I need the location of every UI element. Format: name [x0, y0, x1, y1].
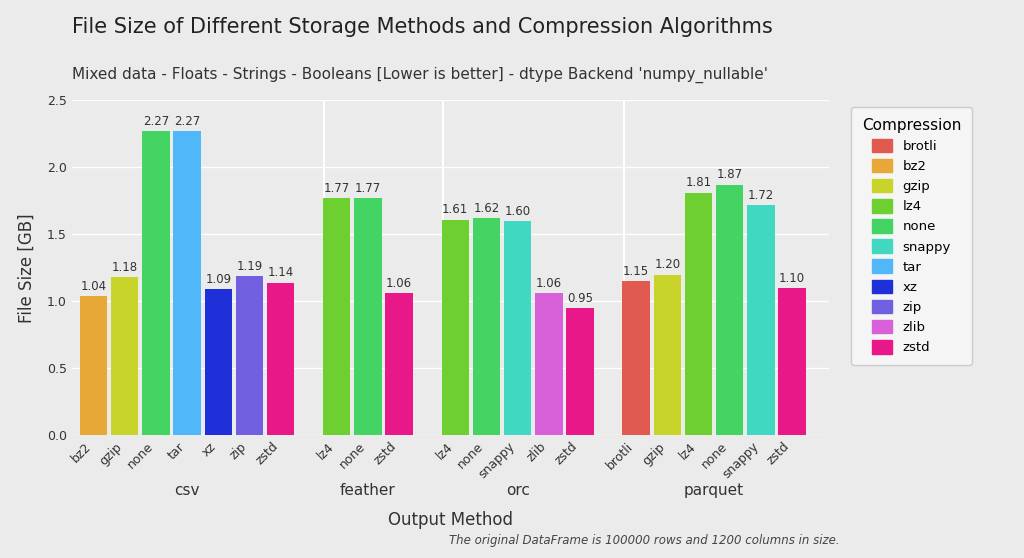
Bar — [778, 288, 806, 435]
Bar — [80, 296, 108, 435]
Bar — [142, 131, 170, 435]
Bar — [716, 185, 743, 435]
Bar — [267, 282, 294, 435]
Text: Mixed data - Floats - Strings - Booleans [Lower is better] - dtype Backend 'nump: Mixed data - Floats - Strings - Booleans… — [72, 67, 768, 83]
Text: The original DataFrame is 100000 rows and 1200 columns in size.: The original DataFrame is 100000 rows an… — [450, 534, 840, 547]
Text: feather: feather — [340, 483, 396, 498]
Text: 1.81: 1.81 — [685, 176, 712, 190]
Text: 1.20: 1.20 — [654, 258, 680, 271]
Text: 1.15: 1.15 — [623, 265, 649, 278]
Text: 1.77: 1.77 — [324, 182, 350, 195]
Text: 1.19: 1.19 — [237, 259, 262, 272]
Text: File Size of Different Storage Methods and Compression Algorithms: File Size of Different Storage Methods a… — [72, 17, 772, 37]
Text: 1.06: 1.06 — [536, 277, 562, 290]
Text: parquet: parquet — [684, 483, 744, 498]
Bar — [504, 221, 531, 435]
Text: 2.27: 2.27 — [142, 115, 169, 128]
Bar — [236, 276, 263, 435]
Bar — [623, 281, 650, 435]
Bar — [566, 308, 594, 435]
Bar — [441, 220, 469, 435]
Text: 2.27: 2.27 — [174, 115, 200, 128]
Text: 1.14: 1.14 — [267, 266, 294, 279]
Bar — [173, 131, 201, 435]
Text: 1.10: 1.10 — [779, 272, 805, 285]
Text: 1.06: 1.06 — [386, 277, 413, 290]
Text: 1.60: 1.60 — [505, 205, 530, 218]
Bar — [111, 277, 138, 435]
Legend: brotli, bz2, gzip, lz4, none, snappy, tar, xz, zip, zlib, zstd: brotli, bz2, gzip, lz4, none, snappy, ta… — [851, 107, 972, 365]
Bar — [385, 294, 413, 435]
Text: Output Method: Output Method — [388, 511, 513, 528]
Bar — [473, 218, 500, 435]
Bar — [685, 193, 712, 435]
Text: 1.04: 1.04 — [81, 280, 106, 292]
Bar — [653, 275, 681, 435]
Text: 1.18: 1.18 — [112, 261, 138, 274]
Text: 1.61: 1.61 — [442, 203, 468, 217]
Text: 1.77: 1.77 — [354, 182, 381, 195]
Text: 1.62: 1.62 — [473, 202, 500, 215]
Y-axis label: File Size [GB]: File Size [GB] — [17, 213, 36, 323]
Bar — [536, 294, 562, 435]
Bar — [354, 198, 382, 435]
Text: 1.09: 1.09 — [205, 273, 231, 286]
Bar — [323, 198, 350, 435]
Text: 0.95: 0.95 — [567, 292, 593, 305]
Text: 1.72: 1.72 — [748, 189, 774, 201]
Bar — [205, 289, 232, 435]
Bar — [748, 205, 774, 435]
Text: 1.87: 1.87 — [717, 169, 742, 181]
Text: orc: orc — [506, 483, 529, 498]
Text: csv: csv — [174, 483, 200, 498]
